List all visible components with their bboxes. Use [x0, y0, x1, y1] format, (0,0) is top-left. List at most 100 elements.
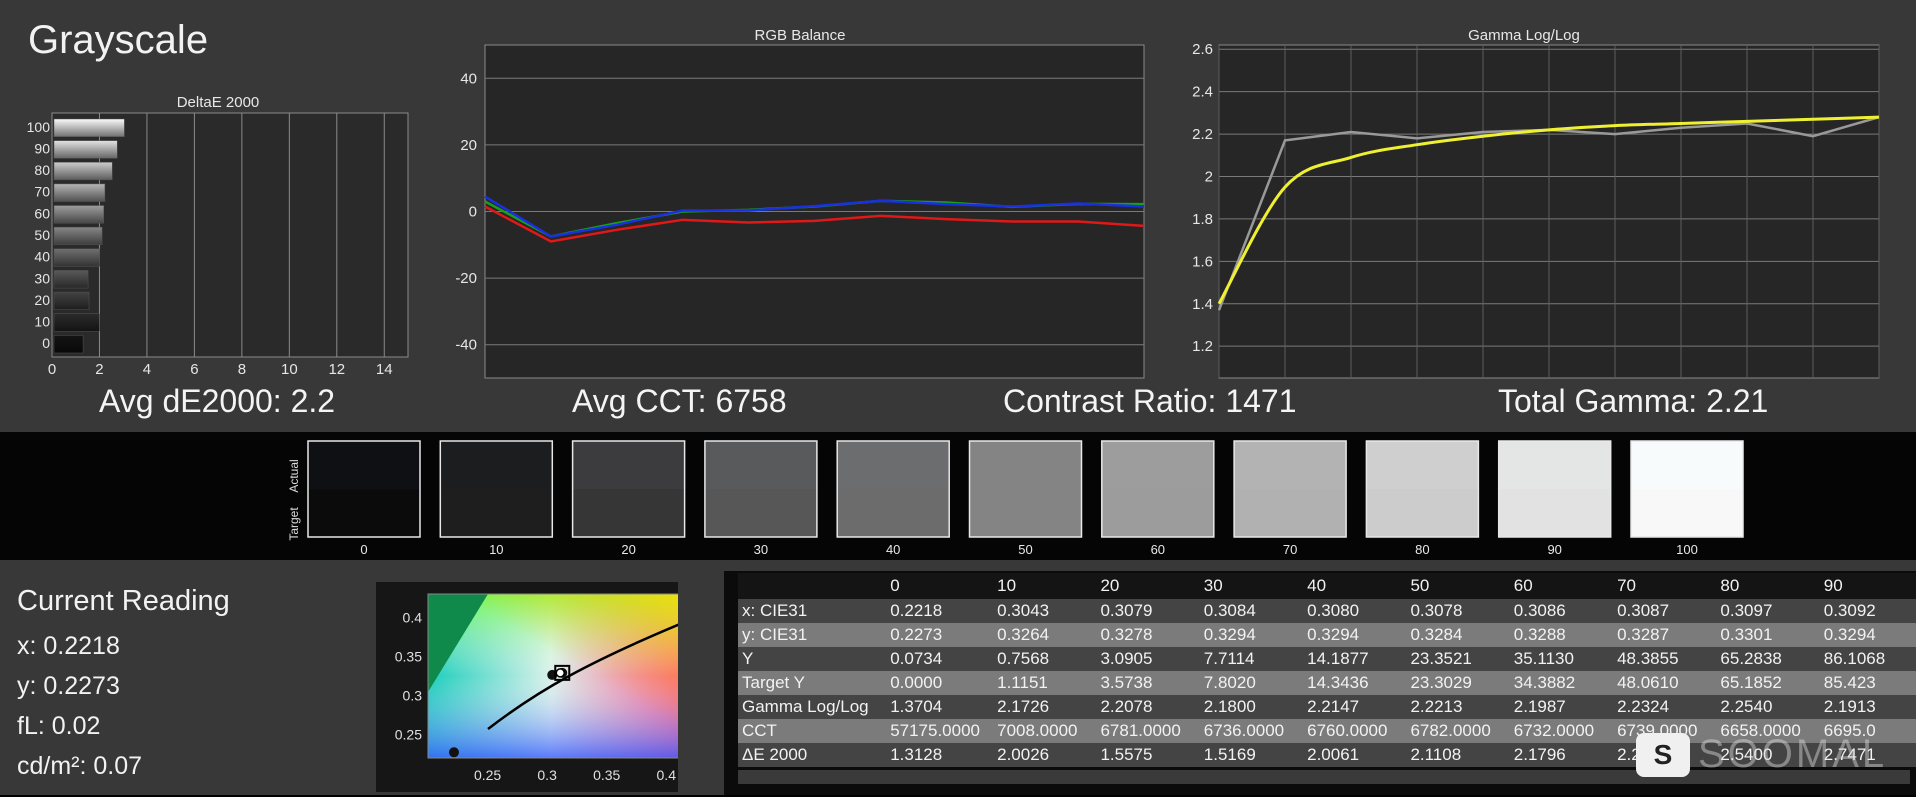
- table-row-label: ΔE 2000: [738, 743, 887, 767]
- table-header-cell: 10: [993, 573, 1097, 599]
- deltae-y-tick: 60: [34, 205, 50, 221]
- table-cell: 2.1987: [1509, 695, 1614, 719]
- cie-y-tick: 0.25: [395, 727, 422, 743]
- table-horizontal-scrollbar[interactable]: [738, 770, 1910, 784]
- swatch-actual-30: [704, 441, 817, 489]
- deltae-x-tick: 8: [238, 361, 246, 378]
- deltae-bar-30: [53, 270, 89, 289]
- swatch-level-label: 100: [1676, 542, 1698, 557]
- avg-de-stat: Avg dE2000: 2.2: [99, 383, 336, 419]
- table-cell: 2.1108: [1406, 743, 1510, 767]
- cie-target-box: [554, 664, 571, 681]
- cie-x-tick: 0.35: [593, 767, 620, 783]
- table-cell: 48.0610: [1613, 671, 1717, 695]
- deltae-bar-40: [53, 248, 100, 267]
- table-row-label: Y: [738, 647, 887, 671]
- table-cell: 2.0061: [1303, 743, 1407, 767]
- table-cell: 7.8020: [1199, 671, 1304, 695]
- swatch-actual-70: [1234, 441, 1347, 489]
- watermark-logo-icon: S: [1636, 733, 1690, 777]
- swatch-target-10: [440, 489, 553, 537]
- gamma-series-target: [1217, 115, 1880, 305]
- table-cell: 0.3087: [1613, 599, 1717, 623]
- total-gamma-stat: Total Gamma: 2.21: [1498, 383, 1769, 419]
- table-header-cell: [738, 573, 887, 599]
- table-cell: 0.7568: [993, 647, 1097, 671]
- avg-cct-stat: Avg CCT: 6758: [572, 383, 787, 419]
- swatch-frame: [704, 440, 818, 538]
- gamma-chart: Gamma Log/Log 2.62.42.221.81.61.41.20102…: [1192, 27, 1880, 379]
- deltae-y-tick: 0: [42, 335, 50, 351]
- deltae-x-tick: 6: [190, 361, 198, 378]
- swatch-frame: [1101, 440, 1215, 538]
- table-cell: 48.3855: [1613, 647, 1717, 671]
- swatch-target-70: [1234, 489, 1347, 537]
- table-row: Y 0.0734 0.7568 3.0905 7.7114 14.1877 23.3521 3…: [738, 647, 1916, 671]
- swatch-level-label: 10: [489, 542, 503, 557]
- table-cell: 0.3301: [1716, 623, 1820, 647]
- table-cell: 35.1130: [1509, 647, 1614, 671]
- deltae-y-tick: 20: [34, 292, 50, 308]
- table-row: ΔE 2000 1.3128 2.0026 1.5575 1.5169 2.0061 2.1…: [738, 743, 1916, 767]
- gamma-chart-title: Gamma Log/Log: [1468, 27, 1580, 44]
- swatch-frame: [439, 440, 554, 538]
- table-cell: 0.3043: [993, 599, 1097, 623]
- swatch-strip: Actual 0 10 20 30 40 50 60 70 80 90 100 Target: [287, 440, 1744, 557]
- swatch-level-label: 40: [886, 542, 900, 557]
- table-cell: 1.5575: [1096, 743, 1200, 767]
- actual-label: Actual: [287, 459, 301, 492]
- table-cell: 6781.0000: [1096, 719, 1200, 743]
- cie-y-tick: 0.3: [403, 688, 423, 704]
- table-cell: 34.3882: [1509, 671, 1614, 695]
- cie-chart-frame: 0.25 0.3 0.35 0.4 0.4 0.35 0.3 0.25: [376, 582, 703, 792]
- swatch-target-0: [308, 489, 420, 537]
- table-cell: 0.3097: [1716, 599, 1820, 623]
- swatch-frame: [1497, 440, 1612, 538]
- deltae-bar-80: [53, 162, 113, 181]
- deltae-y-tick: 50: [34, 227, 50, 243]
- table-cell: 1.3704: [886, 695, 994, 719]
- swatch-level-label: 30: [754, 542, 768, 557]
- swatch-target-100: [1631, 489, 1743, 537]
- gamma-y-tick: 1.4: [1192, 296, 1213, 313]
- table-cell: 7.7114: [1199, 647, 1304, 671]
- rgb-chart-title: RGB Balance: [755, 27, 846, 44]
- deltae-bar-100: [53, 118, 125, 137]
- swatch-frame: [1233, 440, 1347, 538]
- table-cell: 0.3079: [1096, 599, 1200, 623]
- deltae-bar-60: [53, 205, 104, 224]
- table-header-cell: 70: [1613, 573, 1717, 599]
- swatch-level-label: 0: [360, 542, 367, 557]
- swatch-target-50: [969, 489, 1082, 537]
- table-cell: 0.3092: [1819, 599, 1916, 623]
- swatch-frame: [307, 440, 421, 538]
- table-cell: 65.2838: [1716, 647, 1820, 671]
- swatch-frame: [1365, 440, 1480, 538]
- table-row: CCT 57175.0000 7008.0000 6781.0000 6736.0000…: [738, 719, 1916, 743]
- swatch-target-20: [572, 489, 685, 537]
- page-title: Grayscale: [28, 18, 209, 62]
- table-cell: 0.3294: [1303, 623, 1407, 647]
- table-cell: 0.3278: [1096, 623, 1200, 647]
- gamma-y-tick: 2: [1205, 169, 1213, 186]
- table-cell: 6732.0000: [1509, 719, 1614, 743]
- table-cell: 0.2273: [886, 623, 994, 647]
- table-header-cell: 30: [1199, 573, 1304, 599]
- gamma-y-tick: 2.2: [1192, 126, 1213, 143]
- swatch-target-80: [1366, 489, 1479, 537]
- gamma-y-tick: 1.8: [1192, 211, 1213, 228]
- reading-fl: fL: 0.02: [17, 712, 101, 740]
- table-row-label: CCT: [738, 719, 887, 743]
- table-row: Gamma Log/Log 1.3704 2.1726 2.2078 2.1800 2.2…: [738, 695, 1916, 719]
- table-row: Target Y 0.0000 1.1151 3.5738 7.8020 14.3436 2…: [738, 671, 1916, 695]
- table-cell: 57175.0000: [886, 719, 994, 743]
- swatch-frame: [1630, 440, 1744, 538]
- swatch-level-label: 80: [1415, 542, 1429, 557]
- swatch-frame: [571, 440, 686, 538]
- table-cell: 14.3436: [1303, 671, 1407, 695]
- table-cell: 0.3288: [1509, 623, 1614, 647]
- swatch-frame: [968, 440, 1083, 538]
- swatch-level-label: 70: [1283, 542, 1297, 557]
- table-header-row: 0 10 20 30 40 50 60 70 80 90: [738, 573, 1916, 599]
- table-cell: 0.3080: [1303, 599, 1407, 623]
